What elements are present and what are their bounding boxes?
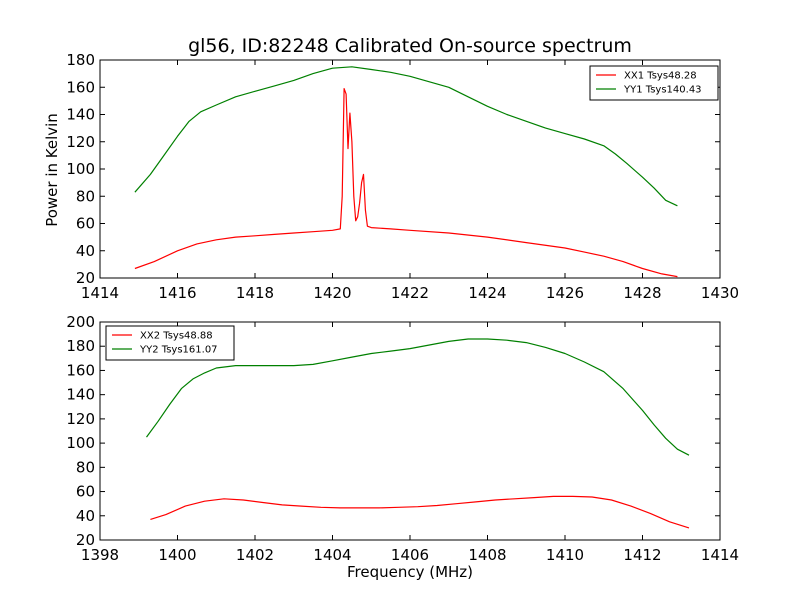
- legend: XX2 Tsys48.88 YY2 Tsys161.07: [105, 325, 235, 361]
- y-tick-label: 160: [66, 78, 95, 96]
- x-tick-label: 1420: [313, 284, 351, 302]
- x-tick-label: 1430: [701, 284, 739, 302]
- chart-title: gl56, ID:82248 Calibrated On-source spec…: [188, 35, 632, 57]
- x-tick-label: 1414: [81, 284, 119, 302]
- y-axis-label: Power in Kelvin: [43, 113, 61, 227]
- x-axis-label: Frequency (MHz): [347, 563, 473, 581]
- y-tick-label: 160: [66, 361, 95, 379]
- x-tick-label: 1428: [623, 284, 661, 302]
- series-line-xx2: [150, 495, 690, 529]
- y-tick-label: 200: [66, 313, 95, 331]
- x-tick-label: 1414: [701, 546, 739, 564]
- legend: XX1 Tsys48.28 YY1 Tsys140.43: [589, 65, 719, 101]
- x-tick-label: 1404: [313, 546, 351, 564]
- y-tick-label: 40: [76, 507, 95, 525]
- y-tick-label: 180: [66, 51, 95, 69]
- y-tick-label: 140: [66, 106, 95, 124]
- y-tick-label: 100: [66, 434, 95, 452]
- legend-box: [105, 325, 235, 361]
- y-tick-label: 120: [66, 133, 95, 151]
- x-tick-label: 1406: [391, 546, 429, 564]
- x-tick-label: 1418: [236, 284, 274, 302]
- y-tick-label: 20: [76, 269, 95, 287]
- x-tick-label: 1424: [468, 284, 506, 302]
- y-tick-label: 80: [76, 187, 95, 205]
- y-tick-label: 100: [66, 160, 95, 178]
- series-line-yy1: [134, 66, 678, 207]
- legend-box: [589, 65, 719, 101]
- y-tick-label: 60: [76, 483, 95, 501]
- y-tick-label: 120: [66, 410, 95, 428]
- y-tick-label: 20: [76, 531, 95, 549]
- x-tick-label: 1412: [623, 546, 661, 564]
- legend-label: YY1 Tsys140.43: [623, 85, 702, 96]
- y-tick-label: 180: [66, 337, 95, 355]
- legend-label: YY2 Tsys161.07: [139, 345, 218, 356]
- series-line-yy2: [146, 338, 690, 456]
- y-tick-label: 140: [66, 386, 95, 404]
- series-line-xx1: [134, 87, 678, 278]
- x-tick-label: 1398: [81, 546, 119, 564]
- y-tick-label: 40: [76, 242, 95, 260]
- y-tick-label: 60: [76, 215, 95, 233]
- x-tick-label: 1402: [236, 546, 274, 564]
- legend-label: XX2 Tsys48.88: [140, 331, 213, 342]
- x-tick-label: 1422: [391, 284, 429, 302]
- x-tick-label: 1426: [546, 284, 584, 302]
- legend-label: XX1 Tsys48.28: [624, 71, 697, 82]
- x-tick-label: 1410: [546, 546, 584, 564]
- top-panel: 1414 1416 1418 1420 1422 1424 1426 1428 1430 20 40…: [66, 51, 739, 302]
- bottom-panel: 1398 1400 1402 1404 1406 1408 1410 1412 1414 20 40…: [66, 313, 739, 564]
- x-tick-label: 1408: [468, 546, 506, 564]
- y-tick-label: 80: [76, 458, 95, 476]
- x-tick-label: 1416: [158, 284, 196, 302]
- x-tick-label: 1400: [158, 546, 196, 564]
